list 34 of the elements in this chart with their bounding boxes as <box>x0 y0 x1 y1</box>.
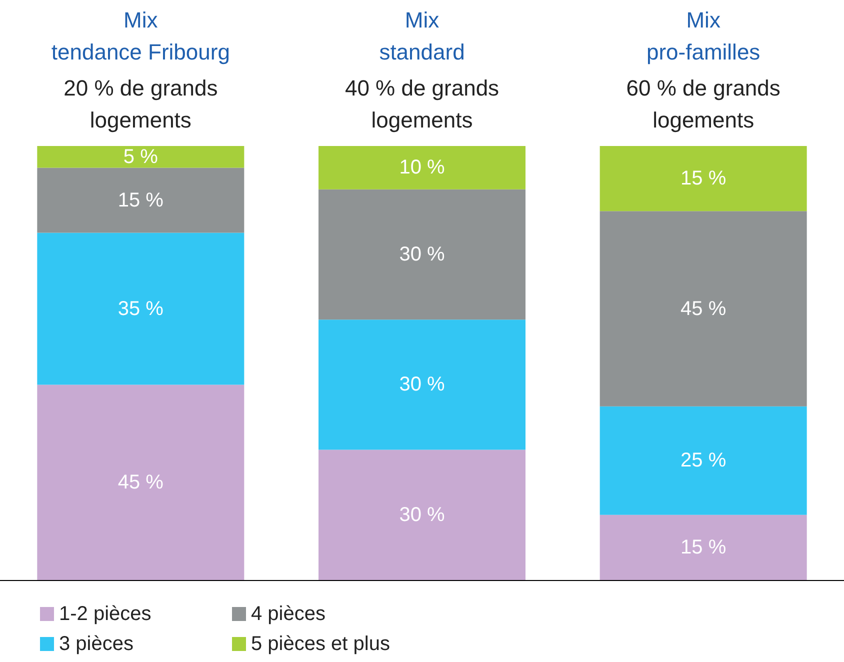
data-label: 5 % <box>123 146 158 168</box>
text: 20 % de grands logements <box>64 76 218 132</box>
bar <box>600 514 807 580</box>
bar <box>37 232 244 385</box>
data-label: 30 % <box>399 244 446 266</box>
data-label: 25 % <box>680 450 726 472</box>
legend-label: 4 pièces <box>251 603 326 625</box>
data-label: 15 % <box>680 536 726 558</box>
bar <box>37 168 244 233</box>
bar <box>318 320 526 450</box>
legend-label: 5 pièces et plus <box>251 633 390 655</box>
data-label: 45 % <box>118 471 164 494</box>
data-label: 35 % <box>118 298 164 320</box>
bar <box>600 211 807 406</box>
legend-label: 1-2 pièces <box>59 603 152 625</box>
text: 40 % de grands logements <box>344 76 500 132</box>
x-tick-label: Mix standard <box>379 8 465 64</box>
bar <box>318 450 526 580</box>
data-label: 15 % <box>680 168 726 190</box>
data-label: 15 % <box>118 189 164 212</box>
x-tick-label: Mix pro-familles <box>646 8 760 64</box>
bar <box>37 384 244 580</box>
legend-label: 3 pièces <box>59 633 134 655</box>
bar <box>600 406 807 515</box>
data-label: 10 % <box>399 156 446 179</box>
bar <box>318 146 526 190</box>
data-label: 30 % <box>399 374 446 396</box>
text: 60 % de grands logements <box>626 76 780 132</box>
bar <box>600 146 807 212</box>
bar <box>318 189 526 320</box>
x-tick-label: Mix tendance Fribourg <box>51 8 230 64</box>
bar <box>37 146 244 168</box>
data-label: 45 % <box>680 298 726 320</box>
data-label: 30 % <box>399 504 446 526</box>
